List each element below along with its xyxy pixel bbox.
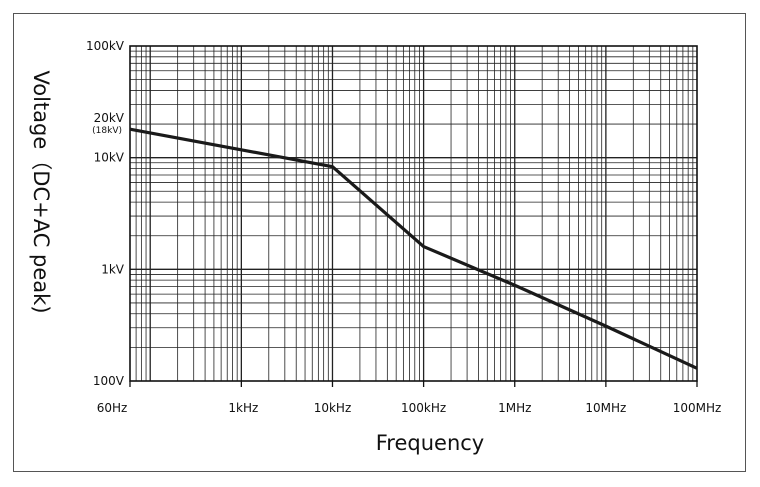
x-axis-label: Frequency xyxy=(376,431,485,455)
y-tick-label: 1kV xyxy=(101,262,125,276)
x-tick-label: 60Hz xyxy=(97,401,128,415)
y-axis-label: Voltage（DC+AC peak) xyxy=(29,70,53,313)
y-tick-sublabel: (18kV) xyxy=(92,126,122,136)
plot-area xyxy=(129,45,698,382)
plot-border xyxy=(129,45,698,382)
y-axis-ticks: 100V 1kV 10kV 20kV 100kV (18kV) xyxy=(86,39,125,388)
x-tick-label: 100kHz xyxy=(401,401,446,415)
x-tick-label: 100MHz xyxy=(673,401,722,415)
y-tick-label: 100kV xyxy=(86,39,125,53)
y-tick-label: 20kV xyxy=(94,111,125,125)
x-tick-label: 10MHz xyxy=(585,401,626,415)
x-tick-label: 1kHz xyxy=(228,401,258,415)
x-tick-label: 10kHz xyxy=(314,401,352,415)
x-tick-label: 1MHz xyxy=(498,401,531,415)
series-layer xyxy=(129,127,698,370)
y-tick-label: 100V xyxy=(93,374,125,388)
x-axis-ticks: 60Hz 1kHz 10kHz 100kHz 1MHz 10MHz 100MHz xyxy=(97,381,722,415)
y-tick-label: 10kV xyxy=(94,151,125,165)
chart-frame xyxy=(13,13,746,472)
grid xyxy=(130,46,697,381)
series-line-voltage xyxy=(129,127,698,370)
